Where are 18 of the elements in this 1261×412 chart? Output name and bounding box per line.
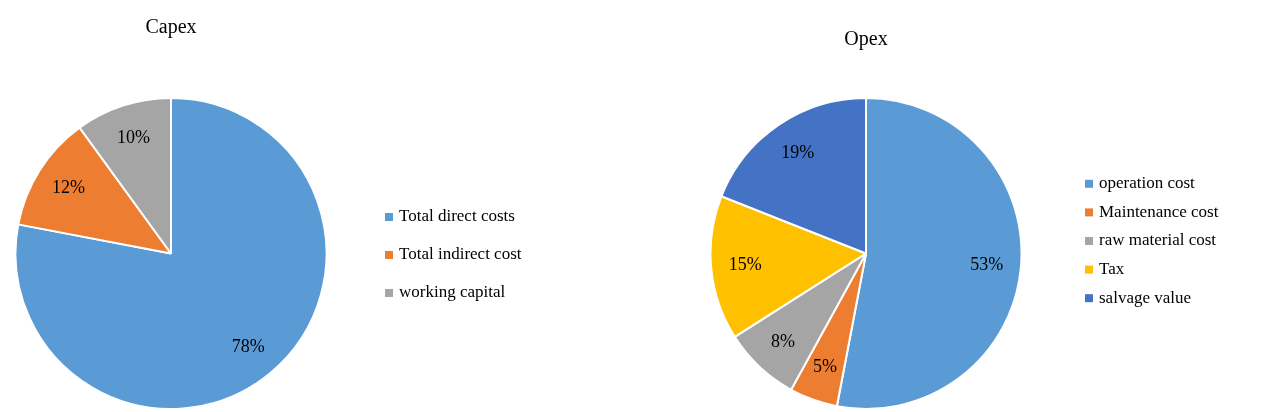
legend-label: Tax [1099, 259, 1125, 279]
data-label: 15% [728, 253, 762, 274]
data-label: 19% [781, 141, 815, 162]
data-label: 53% [970, 253, 1004, 274]
legend-label: Total indirect cost [399, 244, 522, 264]
data-label: 12% [52, 177, 86, 198]
data-label: 78% [231, 335, 265, 356]
legend-label: raw material cost [1099, 230, 1217, 250]
legend-label: Maintenance cost [1099, 201, 1219, 221]
data-label: 5% [812, 356, 837, 377]
chart-title: Opex [844, 27, 888, 51]
legend-label: working capital [399, 282, 506, 302]
chart-title: Capex [145, 15, 197, 39]
data-label: 8% [770, 330, 795, 351]
legend-label: Total direct costs [399, 206, 515, 226]
data-label: 10% [117, 126, 151, 147]
legend-label: salvage value [1099, 287, 1192, 307]
legend-label: operation cost [1099, 173, 1196, 193]
